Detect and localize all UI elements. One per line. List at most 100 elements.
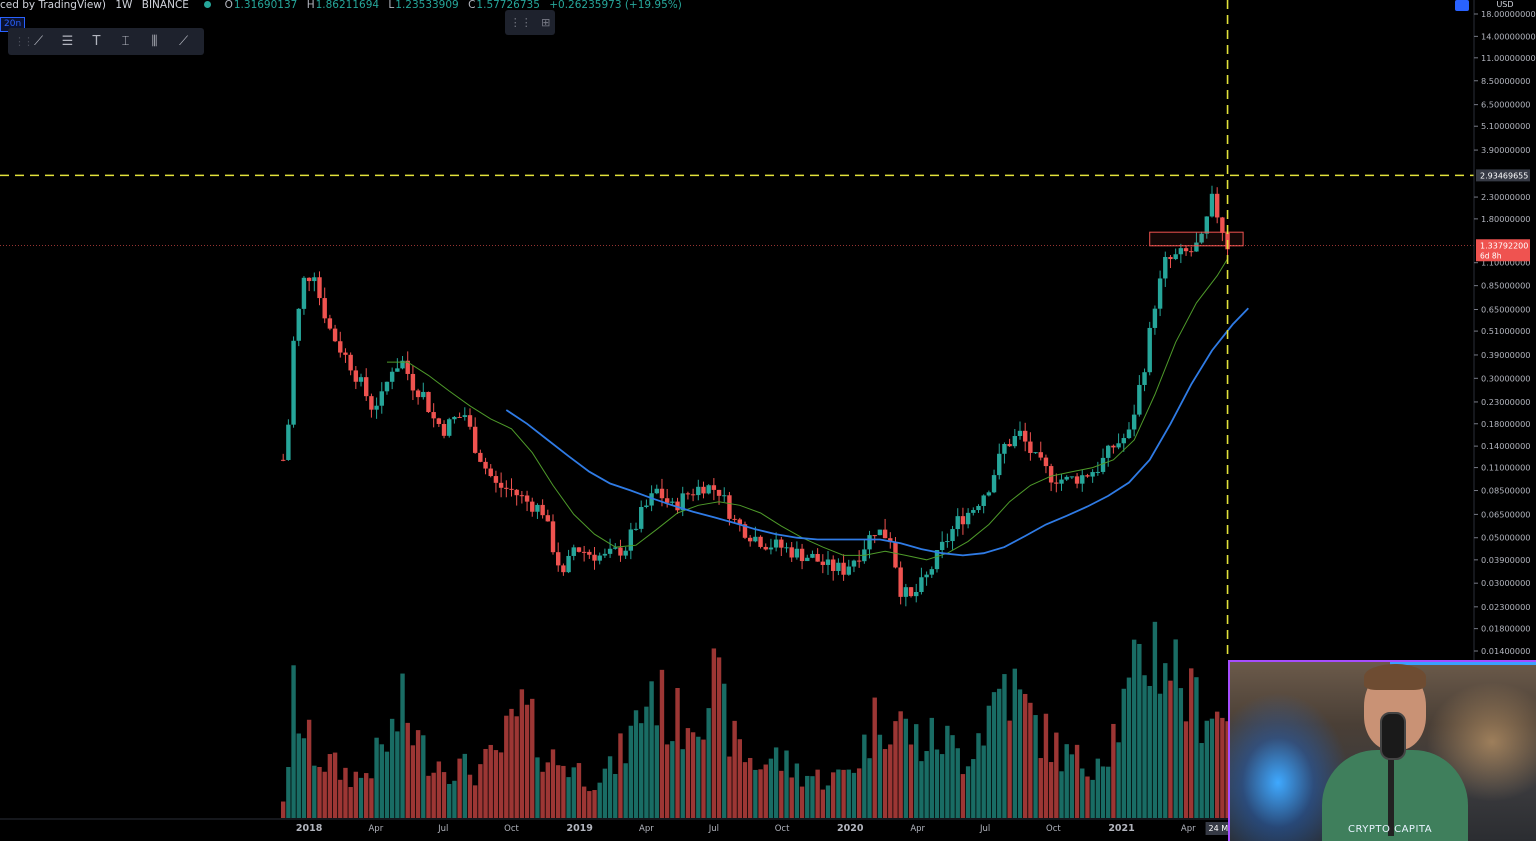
volume-bar bbox=[488, 744, 493, 818]
candle-body bbox=[799, 548, 805, 562]
volume-bar bbox=[400, 673, 405, 818]
text-icon[interactable]: T bbox=[92, 34, 101, 49]
volume-bar bbox=[1178, 688, 1184, 818]
candle-body bbox=[1033, 452, 1038, 454]
volume-bar bbox=[841, 769, 846, 818]
candle-body bbox=[877, 529, 883, 536]
candle-body bbox=[1194, 242, 1199, 252]
candle-body bbox=[509, 488, 514, 490]
candle-body bbox=[478, 452, 483, 462]
candle-body bbox=[597, 555, 602, 561]
volume-bar bbox=[550, 749, 556, 818]
volume-bar bbox=[504, 715, 509, 818]
volume-bar bbox=[960, 774, 966, 818]
microphone-icon bbox=[1380, 712, 1406, 760]
candle-body bbox=[1074, 476, 1080, 484]
brush-icon[interactable]: ⟋ bbox=[178, 34, 189, 49]
price-tick-label: 2.30000000 bbox=[1481, 192, 1531, 202]
drag-handle-icon[interactable]: ⋮⋮ bbox=[14, 35, 34, 48]
candle-body bbox=[898, 567, 903, 597]
volume-bar bbox=[431, 772, 436, 818]
volume-bar bbox=[1054, 732, 1059, 818]
volume-bar bbox=[296, 733, 301, 818]
volume-bar bbox=[955, 748, 960, 818]
candle-body bbox=[789, 547, 794, 558]
price-tick-label: 0.51000000 bbox=[1481, 326, 1531, 336]
candle-body bbox=[613, 547, 618, 549]
pattern-icon[interactable]: ⫼ bbox=[151, 34, 158, 49]
volume-bar bbox=[447, 783, 452, 818]
candle-body bbox=[607, 548, 613, 554]
volume-bar bbox=[467, 774, 473, 818]
webcam-overlay: CRYPTO CAPITA bbox=[1228, 660, 1536, 841]
interval-label[interactable]: 1W bbox=[115, 0, 133, 11]
volume-bar bbox=[1126, 677, 1132, 818]
fib-icon[interactable]: ☰ bbox=[61, 34, 74, 49]
candle-body bbox=[348, 354, 353, 371]
shirt-logo: CRYPTO CAPITA bbox=[1348, 824, 1433, 835]
candle-body bbox=[903, 587, 909, 597]
price-tick-label: 5.10000000 bbox=[1481, 121, 1531, 131]
time-tick-label: 2019 bbox=[566, 823, 592, 834]
candle-body bbox=[997, 453, 1002, 476]
volume-bar bbox=[1131, 639, 1137, 818]
symbol-title[interactable]: ced by TradingView) bbox=[0, 0, 106, 11]
volume-bar bbox=[530, 698, 535, 818]
volume-bar bbox=[1085, 776, 1090, 818]
grid-layout-icon[interactable]: ⊞ bbox=[541, 16, 551, 29]
candle-body bbox=[1116, 443, 1121, 448]
volume-bar bbox=[872, 697, 877, 818]
candle-body bbox=[1106, 445, 1111, 458]
volume-bar bbox=[888, 744, 893, 818]
candle-body bbox=[1168, 256, 1173, 260]
drag-handle-icon[interactable]: ⋮⋮ bbox=[509, 16, 532, 29]
volume-bar bbox=[680, 749, 685, 818]
candle-body bbox=[939, 541, 945, 551]
volume-bar bbox=[1225, 721, 1230, 818]
candle-body bbox=[1080, 475, 1085, 484]
volume-bar bbox=[348, 787, 353, 818]
candle-body bbox=[472, 426, 478, 453]
candle-body bbox=[924, 574, 929, 578]
candle-body bbox=[986, 492, 992, 496]
volume-bar bbox=[1043, 713, 1049, 818]
candle-body bbox=[945, 541, 950, 543]
candle-body bbox=[415, 390, 421, 398]
volume-bar bbox=[773, 747, 779, 818]
volume-bar bbox=[919, 761, 924, 818]
presenter-hair bbox=[1364, 664, 1426, 690]
candle-body bbox=[773, 539, 779, 548]
candle-body bbox=[706, 485, 711, 494]
volume-bar bbox=[753, 769, 758, 818]
price-tick-label: 0.11000000 bbox=[1481, 463, 1531, 473]
candle-body bbox=[498, 482, 504, 488]
candle-body bbox=[810, 553, 815, 558]
volume-bar bbox=[571, 767, 576, 818]
trendline-icon[interactable]: ⟋ bbox=[33, 34, 44, 49]
candle-body bbox=[618, 547, 623, 556]
measure-icon[interactable]: ⌶ bbox=[121, 34, 130, 49]
candle-body bbox=[701, 486, 706, 494]
candle-body bbox=[654, 488, 659, 494]
volume-bar bbox=[1121, 688, 1126, 818]
candle-body bbox=[1147, 327, 1152, 373]
auto-scale-icon[interactable] bbox=[1455, 0, 1469, 11]
candle-body bbox=[784, 547, 789, 549]
candle-body bbox=[530, 501, 535, 512]
volume-bar bbox=[706, 708, 711, 818]
candle-body bbox=[639, 506, 644, 529]
candle-body bbox=[722, 495, 727, 497]
candle-body bbox=[670, 501, 675, 503]
candle-body bbox=[711, 485, 717, 490]
candle-body bbox=[550, 521, 556, 553]
candle-body bbox=[955, 516, 960, 530]
volume-bar bbox=[820, 789, 826, 818]
volume-bar bbox=[327, 754, 333, 818]
volume-bar bbox=[462, 753, 467, 818]
price-tick-label: 0.03000000 bbox=[1481, 578, 1531, 588]
candle-body bbox=[421, 391, 426, 398]
change-value: +0.26235973 (+19.95%) bbox=[549, 0, 682, 11]
volume-bar bbox=[950, 735, 955, 818]
